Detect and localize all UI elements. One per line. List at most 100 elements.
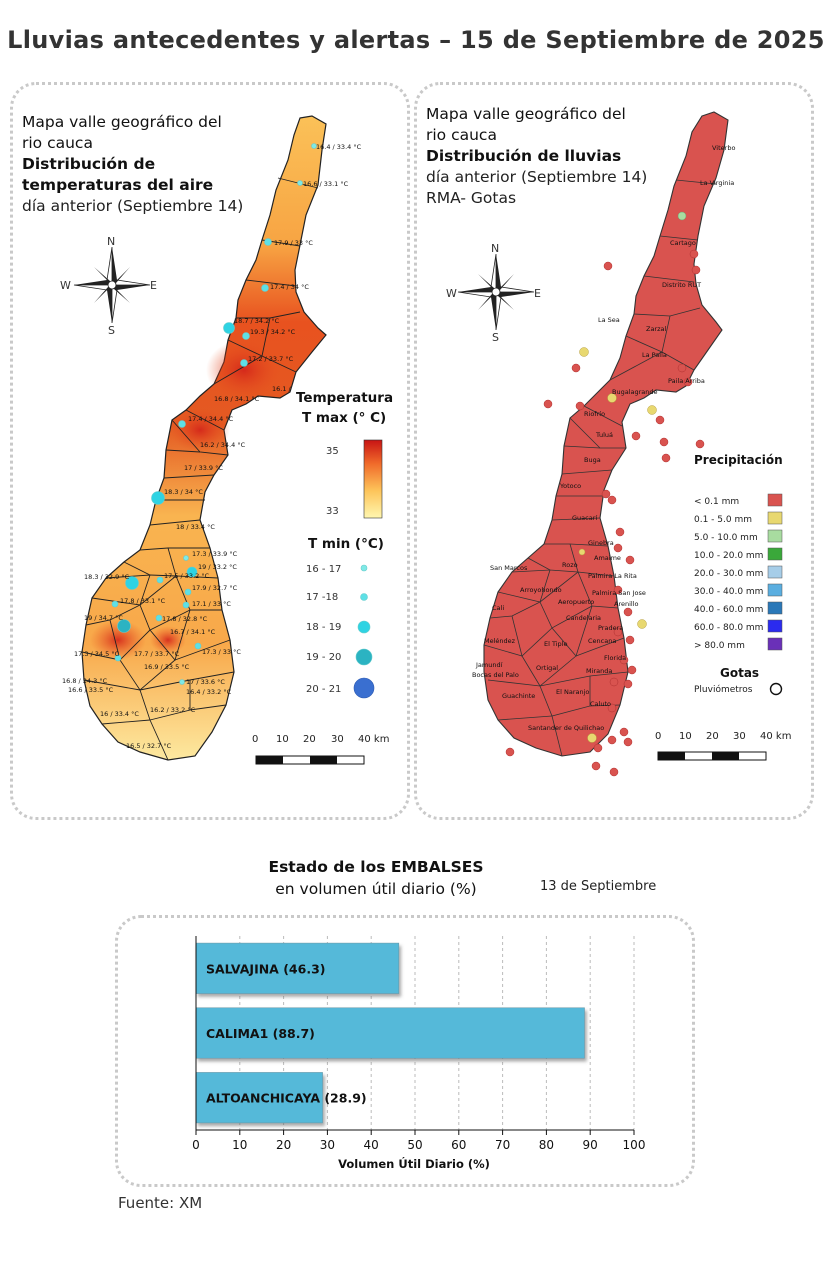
municipality-label: Miranda [586, 667, 612, 675]
municipality-label: Arroyohondo [520, 586, 562, 594]
station-label: 16.6 / 33.5 °C [68, 686, 114, 694]
reservoirs-date: 13 de Septiembre [540, 879, 657, 894]
municipality-label: Ginebra [588, 539, 614, 547]
station-label: 17 / 33.9 °C [184, 464, 223, 472]
municipality-label: Jamundí [475, 661, 503, 669]
station-label: 19 / 34.7 °C [84, 614, 123, 622]
tmin-legend-title: T min (°C) [308, 536, 384, 552]
svg-text:0: 0 [252, 734, 258, 745]
municipality-label: Aeropuerto [558, 598, 594, 606]
rain-map-svg: Viterbo La Virginia Cartago Distrito RUT… [446, 111, 791, 777]
reservoirs-subtitle: en volumen útil diario (%) [275, 880, 477, 898]
x-tick-label: 60 [451, 1138, 466, 1152]
municipality-label: Guachinte [502, 692, 535, 700]
station-label: 18 / 33.4 °C [176, 523, 215, 531]
svg-text:5.0 - 10.0 mm: 5.0 - 10.0 mm [694, 533, 758, 543]
station-label: 16.2 / 34.4 °C [200, 441, 246, 449]
municipality-label: El Naranjo [556, 688, 589, 696]
station-label: 19 / 33.2 °C [198, 563, 237, 571]
municipality-label: Amaime [594, 554, 621, 562]
station-label: 17.3 / 34.5 °C [74, 650, 120, 658]
source-note: Fuente: XM [118, 1194, 203, 1212]
tmin-legend-swatch [360, 564, 368, 572]
svg-text:60.0 - 80.0 mm: 60.0 - 80.0 mm [694, 623, 763, 633]
temp-compass-n: N [107, 235, 115, 248]
chart-axis-line [195, 936, 634, 1131]
municipality-label: Ortigal [536, 664, 558, 672]
svg-text:20: 20 [303, 734, 316, 745]
svg-text:20: 20 [706, 731, 719, 742]
tmin-legend-label: 16 - 17 [306, 564, 341, 575]
bar [195, 1072, 323, 1124]
svg-text:0: 0 [655, 731, 661, 742]
station-label: 19.3 / 34.2 °C [250, 328, 296, 336]
municipality-label: La Virginia [700, 179, 734, 187]
svg-text:< 0.1 mm: < 0.1 mm [694, 497, 739, 507]
station-label: 17.3 / 33.9 °C [192, 550, 238, 558]
temp-title-line-1: Mapa valle geográfico del [22, 113, 222, 131]
temperature-map-title: Mapa valle geográfico del rio cauca Dist… [22, 112, 243, 217]
svg-text:20.0 - 30.0 mm: 20.0 - 30.0 mm [694, 569, 763, 579]
rain-gauge-dots-yellow [578, 347, 657, 743]
municipality-label: Arenillo [614, 600, 639, 608]
municipality-label: Candelaria [566, 614, 601, 622]
precip-legend-items: < 0.1 mm 0.1 - 5.0 mm 5.0 - 10.0 mm 10.0… [694, 493, 783, 651]
municipality-label: Caluto [590, 700, 611, 708]
municipality-label: San Marcos [490, 564, 528, 572]
svg-text:30.0 - 40.0 mm: 30.0 - 40.0 mm [694, 587, 763, 597]
municipality-label: Buga [584, 456, 601, 464]
svg-text:40.0 - 60.0 mm: 40.0 - 60.0 mm [694, 605, 763, 615]
station-label: 17.3 / 33 °C [202, 648, 241, 656]
rain-compass-w: W [446, 287, 457, 300]
tmin-legend-label: 18 - 19 [306, 622, 341, 633]
precip-legend-title: Precipitación [694, 453, 783, 467]
x-tick-label: 80 [539, 1138, 554, 1152]
municipality-label: Tuluá [595, 431, 613, 439]
tmin-legend-swatch [355, 648, 373, 666]
municipality-label: Yotoco [559, 482, 581, 490]
chart-xlabel: Volumen Útil Diario (%) [338, 1156, 490, 1171]
svg-text:40 km: 40 km [358, 734, 389, 745]
temperature-polygon-lines [81, 177, 319, 761]
station-label: 17.5 / 33.2 °C [164, 572, 210, 580]
tmax-legend-title-1: Temperatura [296, 390, 393, 406]
municipality-label: Florida [604, 654, 626, 662]
gotas-legend-label: Pluviómetros [694, 684, 753, 695]
temperature-station-dots [111, 143, 317, 685]
station-label: 17.8 / 33.1 °C [120, 597, 166, 605]
tmin-legend-label: 20 - 21 [306, 684, 341, 695]
municipality-label: Guacarí [572, 514, 597, 522]
municipality-labels: Viterbo La Virginia Cartago Distrito RUT… [472, 144, 735, 732]
station-label: 16.4 / 33.4 °C [316, 143, 362, 151]
svg-text:30: 30 [331, 734, 344, 745]
station-label: 17.8 / 32.8 °C [162, 615, 208, 623]
station-label: 16.1 / [272, 385, 292, 393]
gotas-legend-title: Gotas [720, 666, 759, 680]
municipality-label: Zarzal [646, 325, 667, 333]
tmax-legend-title-2: T max (° C) [302, 410, 386, 426]
rain-map-panel [414, 82, 814, 820]
station-label: 16.9 / 33.5 °C [144, 663, 190, 671]
station-label: 18.3 / 32.9 °C [84, 573, 130, 581]
municipality-label: Palmira La Rita [588, 572, 637, 580]
municipality-label: Viterbo [712, 144, 735, 152]
temp-title-line-4: temperaturas del aire [22, 176, 214, 194]
bar [195, 942, 400, 994]
rain-subtitle-1: día anterior (Septiembre 14) [426, 168, 648, 186]
temperature-scale-bar: 0 10 20 30 40 km [252, 734, 389, 765]
municipality-label: Paila Arriba [668, 377, 705, 385]
station-label: 16.7 / 34.1 °C [170, 628, 216, 636]
rain-title-line-2: rio cauca [426, 126, 497, 144]
rain-compass-e: E [534, 287, 541, 300]
municipality-label: Bugalagrande [612, 388, 658, 396]
station-label: 17.7 / 33.7 °C [134, 650, 180, 658]
rain-gauge-dots [505, 249, 705, 777]
bar [195, 1007, 585, 1059]
chart-bars: SALVAJINA (46.3) CALIMA1 (88.7) ALTOANCHIC… [195, 942, 585, 1124]
temp-compass-e: E [150, 279, 157, 292]
svg-text:10: 10 [679, 731, 692, 742]
municipality-label: La Sea [598, 316, 620, 324]
municipality-label: Cali [492, 604, 504, 612]
tmax-legend-high: 35 [326, 446, 339, 457]
municipality-label: Distrito RUT [662, 281, 701, 289]
